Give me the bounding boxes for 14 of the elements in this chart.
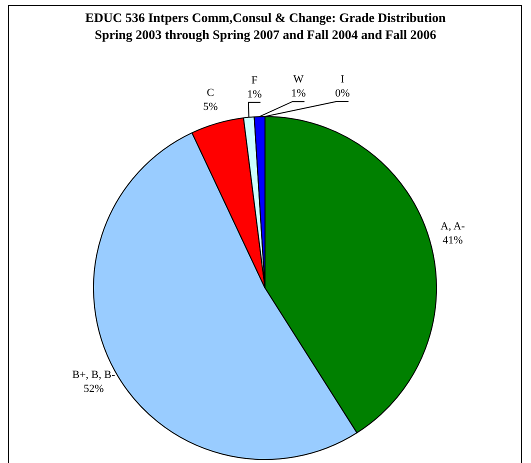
chart-title: EDUC 536 Intpers Comm,Consul & Change: Grade Distribution bbox=[84, 10, 447, 26]
data-label: 1% bbox=[247, 88, 262, 100]
slice-label: W bbox=[293, 73, 304, 86]
slice-label: C bbox=[206, 87, 214, 100]
data-label: 1% bbox=[291, 87, 306, 100]
data-label: 5% bbox=[203, 101, 218, 114]
slice-label: B+, B, B- bbox=[72, 369, 116, 382]
data-label: 41% bbox=[442, 234, 463, 246]
slice-label: A, A- bbox=[440, 220, 466, 232]
text: 0% bbox=[335, 87, 350, 100]
slice-label: F bbox=[251, 74, 258, 86]
data-label: 52% bbox=[84, 383, 104, 396]
category-label: I bbox=[340, 73, 344, 86]
chart-subtitle: Spring 2003 through Spring 2007 and Fall 2004 and Fall 2006 bbox=[94, 27, 438, 43]
